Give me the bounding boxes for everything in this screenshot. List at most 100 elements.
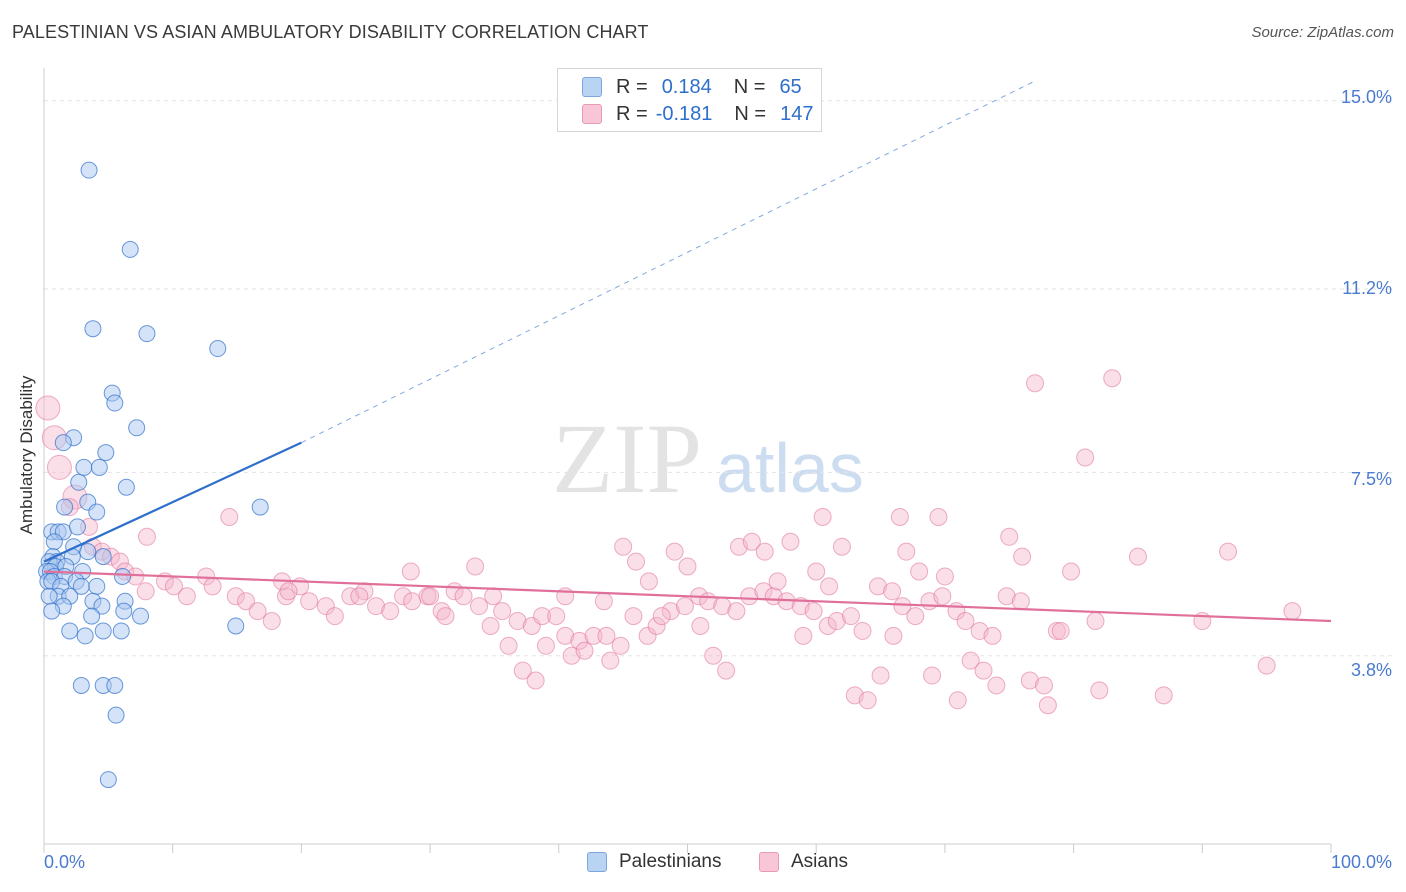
palestinians-point [112,622,130,640]
legend-swatch-blue [582,77,602,97]
palestinians-point [138,325,156,343]
palestinians-point [251,498,269,516]
asians-point [1219,542,1238,561]
asians-point [678,557,697,576]
asians-point [1283,602,1302,621]
asians-point [350,587,369,606]
asians-point [276,587,295,606]
asians-point [421,587,440,606]
chart-title: PALESTINIAN VS ASIAN AMBULATORY DISABILI… [12,22,649,42]
asians-point [956,612,975,631]
asians-point [454,587,473,606]
asians-point [1025,374,1044,393]
asians-point [997,587,1016,606]
legend-swatch-pink [759,852,779,872]
asians-point [906,607,925,626]
asians-point [536,636,555,655]
legend-n-label: N = [733,75,766,98]
asians-point [804,602,823,621]
asians-point [1047,621,1066,640]
palestinians-point [128,419,146,437]
asians-point [948,691,967,710]
asians-point [768,572,787,591]
asians-point [575,641,594,660]
palestinians-point [56,498,74,516]
asians-point [740,587,759,606]
asians-point [1034,676,1053,695]
asians-point [897,542,916,561]
asians-point [508,612,527,631]
asians-point [813,507,832,526]
palestinians-point [93,597,111,615]
y-tick-label-7-5: 7.5% [1350,469,1392,489]
asians-point [884,626,903,645]
asians-point [367,597,386,616]
asians-point [841,607,860,626]
asians-point [704,646,723,665]
asians-point [499,636,518,655]
asians-point [46,454,72,480]
watermark-atlas: atlas [716,429,864,507]
legend-label-asians: Asians [791,851,849,872]
asians-point [470,597,489,616]
asians-point [858,691,877,710]
asians-point [832,537,851,556]
asians-point [868,577,887,596]
asians-point [661,602,680,621]
x-tick-label-0: 0.0% [44,852,86,872]
legend-n-label: N = [734,102,767,125]
palestinians-point [84,320,102,338]
palestinians-point [97,444,115,462]
asians-point [624,607,643,626]
asians-point [1020,671,1039,690]
legend-row-asians: R = -0.181 N = 147 [582,102,813,126]
asians-point [466,557,485,576]
asians-point [1086,612,1105,631]
asians-point [513,661,532,680]
asians-point [974,661,993,680]
legend-r-value: -0.181 [655,102,713,125]
asians-point [1038,696,1057,715]
palestinians-point [70,473,88,491]
legend-swatch-blue [587,852,607,872]
asians-point [675,597,694,616]
x-tick-label-100: 100.0% [1330,852,1392,872]
palestinians-point [227,617,245,635]
palestinians-point [88,577,106,595]
asians-point [983,626,1002,645]
palestinians-point [121,240,139,258]
palestinians-point [107,706,125,724]
palestinians-point [88,503,106,521]
asians-point [893,597,912,616]
asians-point [226,587,245,606]
palestinians-point [114,567,132,585]
asians-point [547,607,566,626]
palestinians-point [79,543,97,561]
palestinians-point [40,587,58,605]
asians-point [727,602,746,621]
asians-point [871,666,890,685]
asians-point [794,626,813,645]
palestinians-point [54,434,72,452]
asians-point [910,562,929,581]
series-legend: Palestinians Asians [0,851,1406,877]
palestinians-point [43,602,61,620]
legend-row-palestinians: R = 0.184 N = 65 [582,75,802,99]
asians-point [493,602,512,621]
asians-point [647,616,666,635]
asians-point [781,532,800,551]
asians-point [1011,592,1030,611]
y-tick-label-11-2: 11.2% [1342,278,1392,298]
legend-label-palestinians: Palestinians [619,851,722,872]
asians-point [717,661,736,680]
asians-point [597,626,616,645]
asians-point [381,602,400,621]
asians-point [177,587,196,606]
asians-point [923,666,942,685]
asians-point [203,577,222,596]
asians-point [556,626,575,645]
asians-point [807,562,826,581]
palestinians-point [209,340,227,358]
palestinians-point [75,458,93,476]
asians-trend-line [43,570,1332,623]
